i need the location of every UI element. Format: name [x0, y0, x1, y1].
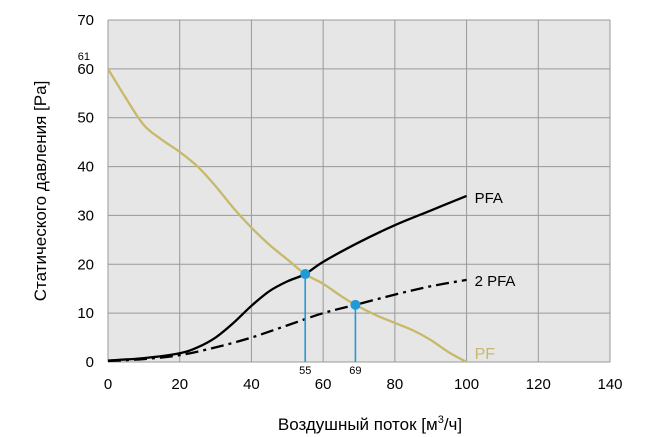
series-label-2: PF — [475, 346, 496, 363]
x-axis-title-main: Воздушный поток [м — [278, 415, 438, 434]
series-line-1 — [107, 278, 467, 363]
x-axis-title-tail: /ч] — [444, 415, 462, 434]
series-label-1: 2 PFA — [475, 273, 516, 290]
series-line-0 — [107, 194, 468, 362]
y-axis-title: Статического давления [Pa] — [31, 81, 50, 302]
grid — [107, 19, 611, 363]
y-tick-label: 50 — [77, 110, 94, 127]
x-tick-label: 100 — [454, 376, 479, 393]
x-axis-title: Воздушный поток [м3/ч] — [278, 414, 462, 434]
x-axis-title-sup: 3 — [438, 414, 444, 426]
plot-area — [108, 20, 610, 362]
labels-layer: PFA 2 PFA PF 61 — [78, 51, 516, 363]
x-tick-label: 120 — [526, 376, 551, 393]
markers-layer: 55 69 — [299, 269, 362, 377]
y-tick-label: 10 — [77, 305, 94, 322]
y-tick-label: 40 — [77, 159, 94, 176]
y-tick-label: 30 — [77, 207, 94, 224]
operating-point-label-0: 55 — [299, 365, 311, 377]
x-tick-label: 0 — [104, 376, 112, 393]
x-tick-label: 20 — [171, 376, 188, 393]
y-tick-label: 0 — [86, 354, 94, 371]
ticks-layer: 0 20 40 60 80 100 120 140 0 10 20 30 40 50 60 70 — [77, 12, 622, 393]
series-layer — [107, 68, 468, 364]
operating-point-0 — [300, 269, 311, 280]
y-tick-label: 20 — [77, 256, 94, 273]
series-label-0: PFA — [475, 190, 503, 207]
operating-point-1 — [350, 299, 361, 310]
y-tick-label: 70 — [77, 12, 94, 29]
x-tick-label: 40 — [243, 376, 260, 393]
y-tick-label: 60 — [77, 61, 94, 78]
operating-point-label-1: 69 — [349, 365, 361, 377]
annotation-0: 61 — [78, 51, 90, 63]
series-line-2 — [107, 68, 468, 364]
x-tick-label: 60 — [315, 376, 332, 393]
x-tick-label: 80 — [387, 376, 404, 393]
x-tick-label: 140 — [597, 376, 622, 393]
